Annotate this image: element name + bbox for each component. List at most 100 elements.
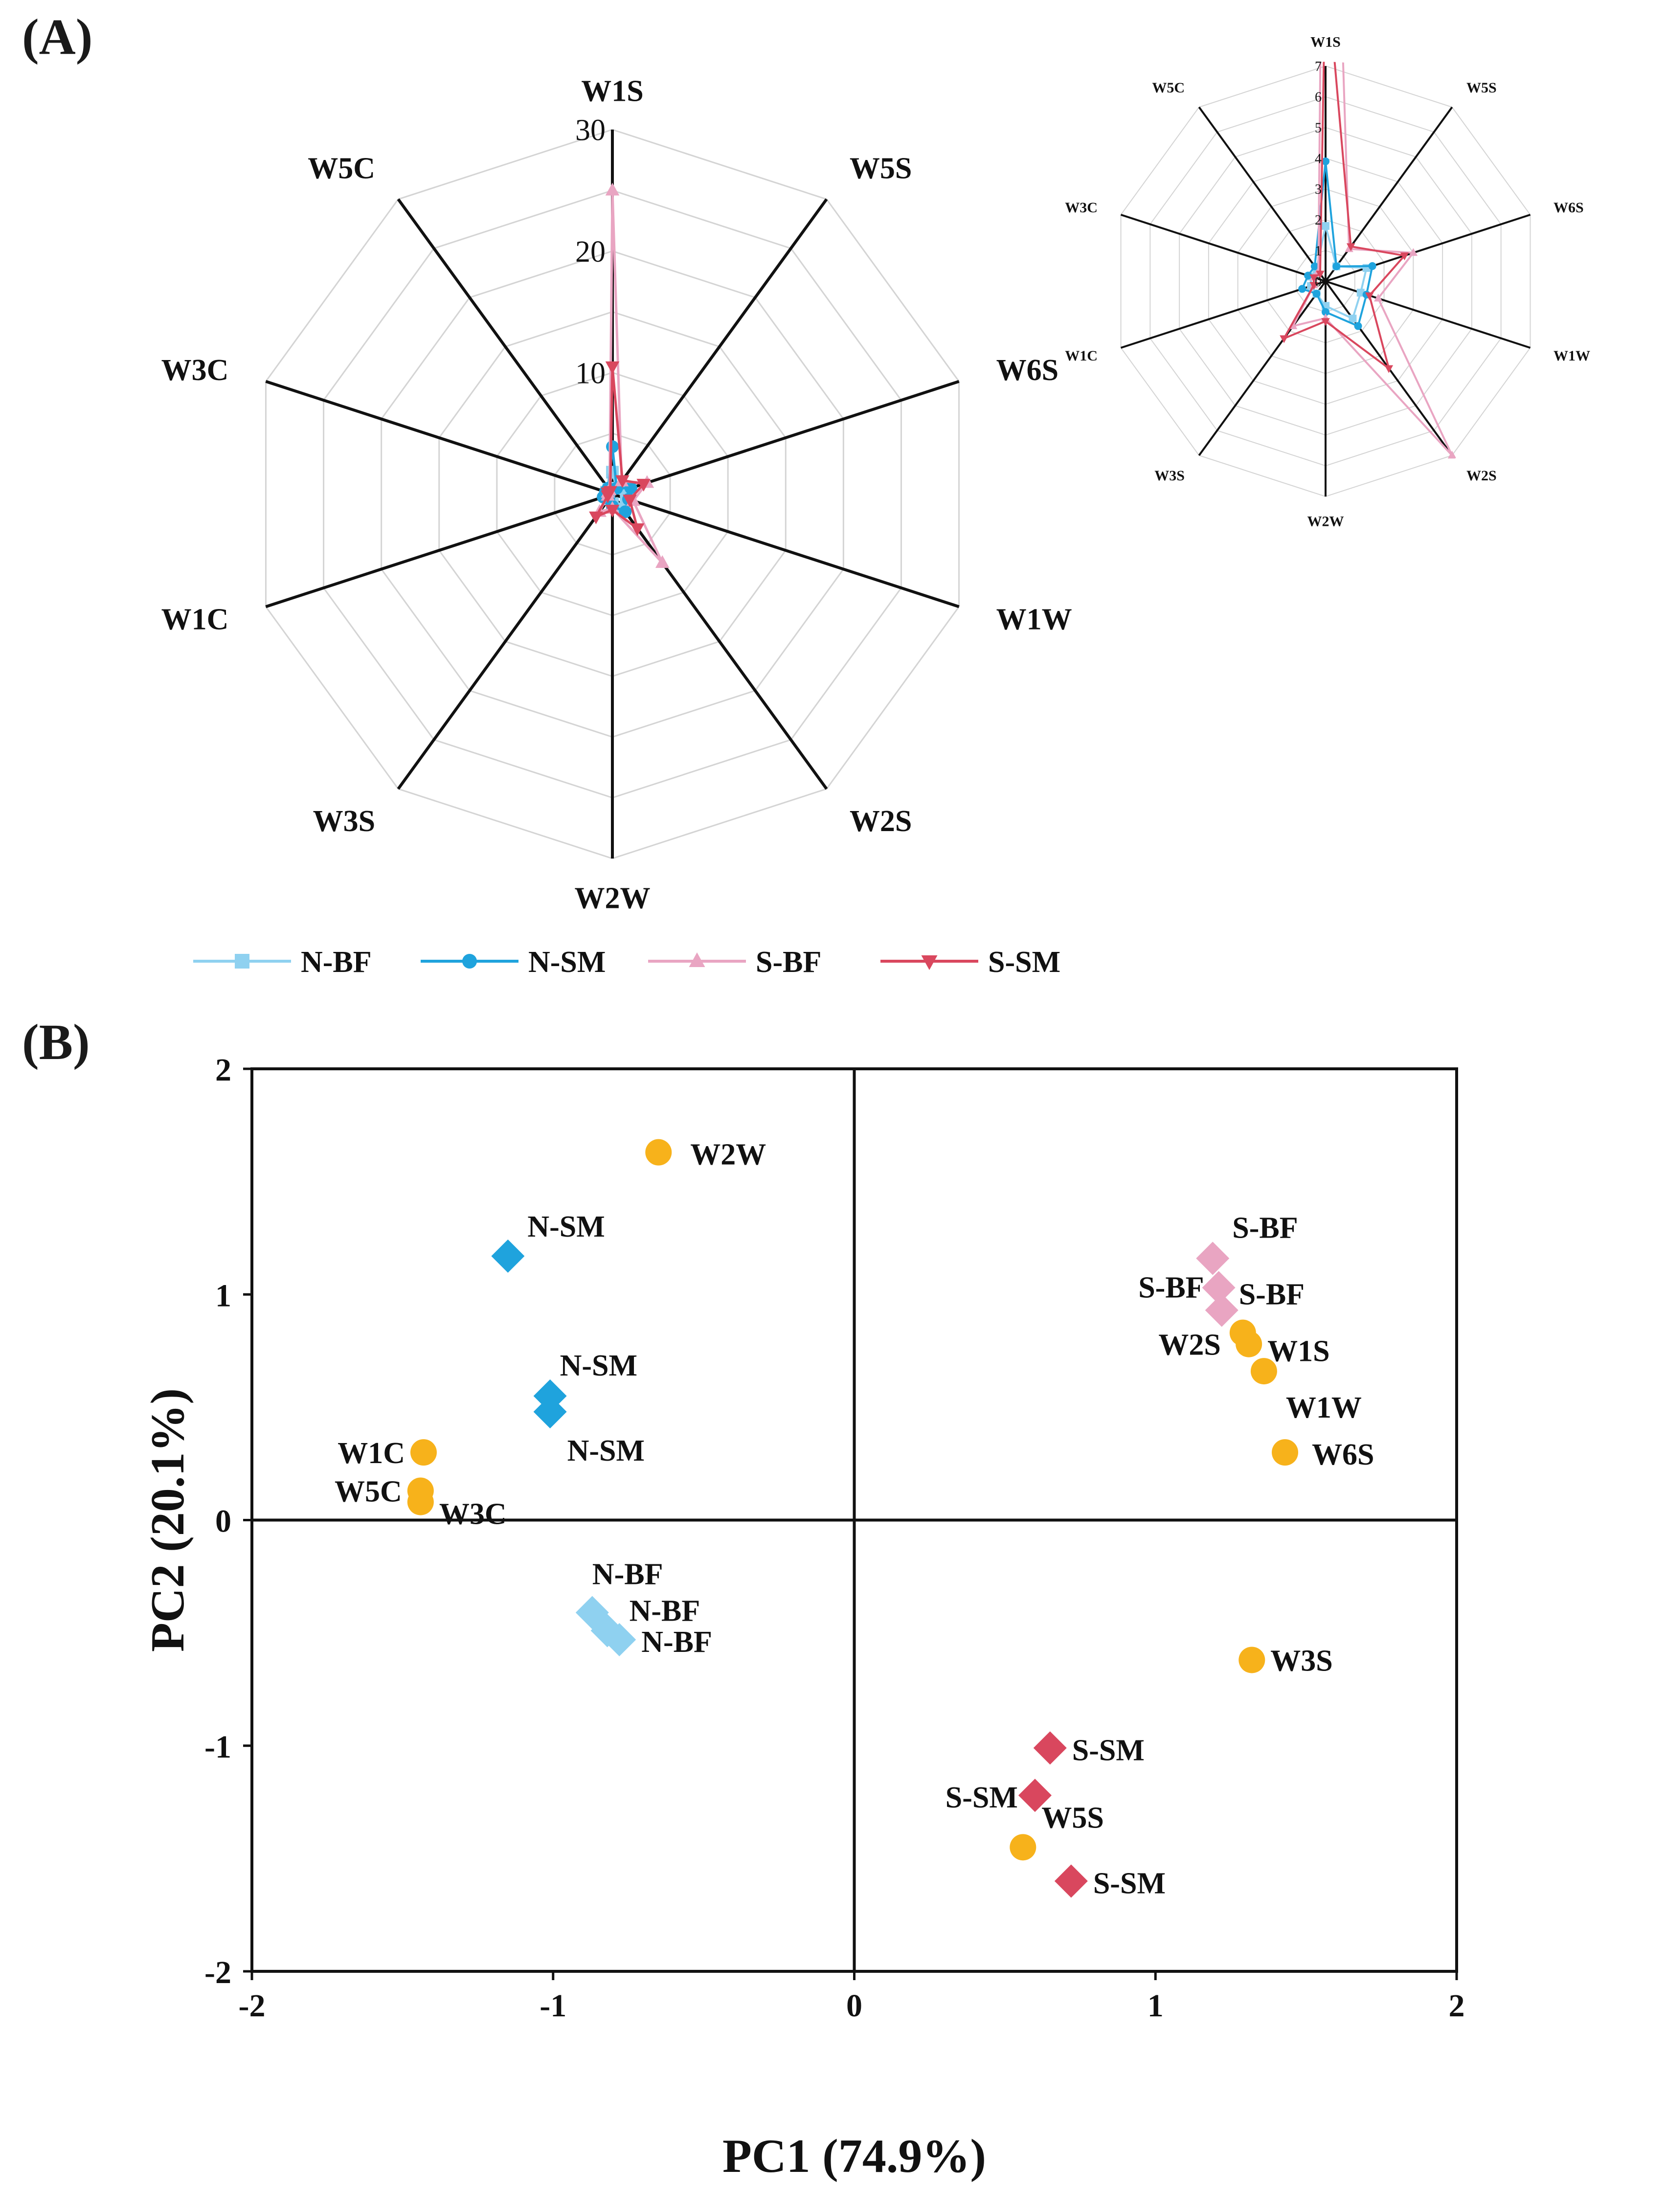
legend-label-s-sm: S-SM — [988, 946, 1060, 979]
loading-label: W2S — [1158, 1329, 1220, 1362]
loading-label: W2W — [690, 1138, 766, 1172]
radar-point — [605, 504, 620, 518]
radar-spoke — [1198, 280, 1327, 456]
loading-point — [1250, 1358, 1277, 1385]
radar-point — [1280, 335, 1288, 343]
loading-point — [1010, 1834, 1036, 1861]
radar-point — [1354, 322, 1362, 330]
y-tick-label: -1 — [204, 1729, 231, 1765]
radar-point — [1316, 271, 1325, 279]
radar-tick-label: 10 — [575, 357, 606, 390]
score-label: S-BF — [1239, 1278, 1305, 1311]
radar-chart-main: 10 20 30 W1S W5S W6S W1W W2S W2W W3S W1C W3C W5C — [161, 75, 1072, 915]
loading-label: W5C — [335, 1475, 402, 1509]
score-point-n-bf — [603, 1623, 636, 1656]
radar-spoke — [611, 493, 828, 790]
legend-label-s-bf: S-BF — [756, 946, 821, 979]
radar-tick-label: 0 — [1315, 274, 1322, 290]
radar-series-n-sm — [1298, 157, 1376, 330]
radar-tick-label: 4 — [1315, 151, 1322, 166]
loading-point — [410, 1439, 437, 1466]
radar-spoke — [397, 198, 614, 495]
y-tick-label: 0 — [215, 1504, 231, 1539]
radar-spoke — [265, 493, 613, 609]
radar-spoke — [1325, 280, 1531, 349]
score-point-s-bf — [1205, 1293, 1238, 1327]
x-axis-title: PC1 (74.9%) — [722, 2130, 986, 2183]
radar-point — [1304, 271, 1312, 280]
radar-axis-label: W6S — [1553, 200, 1584, 216]
pca-biplot: -2 -1 0 1 2 -2 -1 0 1 2 PC1 (74.9%) PC2 (20.1%) N-SM… — [141, 1052, 1465, 2183]
loading-label: W1W — [1286, 1391, 1362, 1424]
loading-point — [1236, 1331, 1262, 1357]
score-label: N-BF — [630, 1595, 700, 1628]
y-tick-label: 2 — [215, 1052, 231, 1088]
radar-tick-label: 30 — [575, 114, 606, 147]
radar-spoke — [1120, 214, 1326, 282]
radar-spoke — [611, 198, 828, 495]
radar-point — [1373, 293, 1383, 302]
radar-point — [1309, 282, 1318, 290]
radar-tick-label: 5 — [1315, 121, 1322, 136]
radar-point — [1409, 248, 1418, 256]
radar-series-s-sm — [589, 361, 651, 536]
radar-point — [1349, 315, 1357, 323]
score-label: S-BF — [1138, 1271, 1204, 1304]
radar-axis-label: W2S — [1466, 468, 1497, 484]
radar-point — [630, 523, 645, 536]
panel-label-b: (B) — [22, 1014, 90, 1070]
score-point-s-bf — [1202, 1271, 1236, 1305]
radar-legend: N-BF N-SM S-BF S-SM — [193, 946, 1060, 979]
score-point-n-sm — [533, 1395, 567, 1429]
radar-point — [1321, 318, 1330, 326]
radar-point — [1322, 308, 1329, 316]
radar-axis-label: W3C — [161, 354, 229, 387]
x-tick-label: -1 — [540, 1988, 566, 2024]
loading-label: W1C — [338, 1437, 405, 1470]
score-label: S-SM — [946, 1781, 1018, 1814]
radar-spoke — [612, 380, 960, 496]
score-point-s-sm — [1054, 1864, 1088, 1898]
radar-axis-label: W1S — [581, 75, 643, 108]
radar-axis-label: W5S — [850, 152, 912, 185]
radar-axis-label: W3C — [1065, 200, 1098, 216]
radar-axis-label: W5C — [308, 152, 375, 185]
radar-axis-label: W5C — [1152, 80, 1185, 96]
radar-series-s-sm — [1280, 62, 1409, 373]
loading-label: W5S — [1041, 1801, 1103, 1834]
loading-label: W3C — [439, 1498, 507, 1531]
radar-point — [1309, 274, 1318, 282]
legend-label-n-sm: N-SM — [528, 946, 606, 979]
score-point-n-sm — [491, 1239, 525, 1273]
score-label: N-BF — [592, 1558, 663, 1591]
radar-axis-label: W1C — [161, 603, 229, 636]
loading-point — [1238, 1647, 1265, 1673]
radar-point — [605, 182, 620, 196]
radar-point — [1298, 285, 1306, 293]
score-label: N-SM — [527, 1210, 605, 1243]
radar-spoke — [1325, 106, 1453, 282]
score-point-s-sm — [1018, 1779, 1052, 1812]
legend-marker-s-sm — [921, 955, 938, 970]
radar-axis-label: W5S — [1466, 80, 1497, 96]
radar-point — [606, 440, 619, 453]
radar-spoke — [1120, 280, 1326, 349]
y-tick-label: 1 — [215, 1278, 231, 1313]
radar-line-n-sm — [1301, 160, 1373, 327]
score-label: N-BF — [641, 1625, 712, 1659]
score-point-s-bf — [1196, 1241, 1230, 1275]
radar-spoke — [1198, 106, 1327, 282]
radar-series-s-bf — [1288, 62, 1457, 459]
x-tick-label: 2 — [1449, 1988, 1465, 2024]
score-label: S-SM — [1072, 1734, 1145, 1767]
score-label: N-SM — [560, 1349, 637, 1382]
score-point-s-sm — [1033, 1731, 1067, 1765]
radar-point — [615, 475, 630, 488]
radar-spoke — [397, 493, 614, 790]
radar-tick-label: 2 — [1315, 213, 1322, 228]
radar-point — [1346, 243, 1355, 251]
radar-point — [1384, 365, 1394, 373]
x-tick-label: 1 — [1148, 1988, 1164, 2024]
legend-marker-s-bf — [689, 952, 705, 967]
